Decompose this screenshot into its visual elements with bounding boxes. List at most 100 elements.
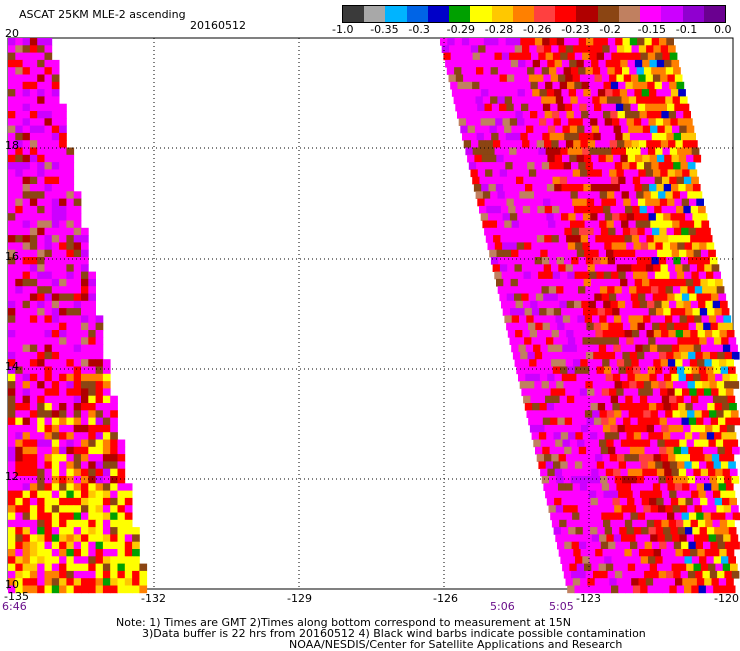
swath-cell <box>561 184 570 192</box>
swath-cell <box>88 271 96 280</box>
swath-cell <box>634 59 643 68</box>
swath-cell <box>500 235 509 243</box>
swath-cell <box>81 505 89 513</box>
swath-cell <box>583 497 591 506</box>
swath-cell <box>604 461 612 470</box>
swath-cell <box>632 81 641 90</box>
swath-cell <box>15 111 23 119</box>
swath-cell <box>73 563 82 572</box>
swath-cell <box>669 52 678 61</box>
swath-cell <box>585 476 594 484</box>
swath-cell <box>676 111 684 119</box>
swath-cell <box>29 227 38 236</box>
swath-cell <box>124 578 133 586</box>
swath-cell <box>657 439 666 448</box>
swath-cell <box>570 476 579 484</box>
swath-cell <box>732 512 740 521</box>
swath-cell <box>592 67 601 75</box>
swath-cell <box>513 132 521 141</box>
swath-cell <box>677 527 686 535</box>
swath-cell <box>15 439 23 448</box>
swath-cell <box>660 549 669 557</box>
swath-cell <box>481 59 490 68</box>
swath-cell <box>8 395 16 404</box>
swath-cell <box>88 424 96 433</box>
swath-cell <box>117 556 126 564</box>
swath-cell <box>723 410 732 418</box>
swath-cell <box>522 235 530 243</box>
swath-cell <box>542 351 550 360</box>
swath-cell <box>699 213 708 221</box>
colorbar-swatch <box>703 6 725 22</box>
colorbar-label: -1.0 <box>332 23 354 36</box>
swath-cell <box>15 191 23 199</box>
swath-cell <box>512 67 521 75</box>
swath-cell <box>676 519 684 528</box>
swath-cell <box>560 337 569 345</box>
swath-cell <box>612 527 620 535</box>
swath-cell <box>521 359 530 367</box>
swath-cell <box>503 154 512 163</box>
swath-cell <box>589 271 597 280</box>
swath-cell <box>566 549 574 557</box>
swath-cell <box>521 293 529 302</box>
swath-cell <box>8 38 16 46</box>
swath-cell <box>711 578 720 586</box>
swath-cell <box>132 527 140 535</box>
swath-cell <box>690 519 699 528</box>
swath-cell <box>22 45 31 53</box>
swath-cell <box>582 242 591 251</box>
swath-cell <box>688 227 697 236</box>
swath-cell <box>556 381 564 389</box>
swath-cell <box>117 446 126 455</box>
swath-cell <box>640 52 649 61</box>
swath-cell <box>702 446 711 455</box>
swath-cell <box>81 497 89 506</box>
swath-cell <box>527 227 536 236</box>
swath-cell <box>51 417 60 426</box>
swath-cell <box>644 257 652 265</box>
swath-cell <box>509 147 517 156</box>
swath-cell <box>659 417 668 426</box>
swath-cell <box>594 359 603 367</box>
swath-cell <box>616 578 625 586</box>
swath-cell <box>572 293 581 302</box>
lat-label-10: 10 <box>5 578 19 591</box>
swath-cell <box>667 198 675 207</box>
swath-cell <box>538 366 546 375</box>
swath-cell <box>581 81 590 90</box>
swath-cell <box>488 59 497 68</box>
swath-cell <box>543 359 552 367</box>
swath-cell <box>656 497 664 506</box>
swath-cell <box>557 388 566 397</box>
swath-cell <box>490 67 499 75</box>
swath-cell <box>577 410 586 418</box>
swath-cell <box>683 205 692 214</box>
swath-cell <box>711 359 720 367</box>
swath-cell <box>680 351 689 360</box>
swath-cell <box>88 351 96 360</box>
swath-cell <box>517 89 526 97</box>
swath-cell <box>601 322 609 331</box>
swath-cell <box>651 541 660 550</box>
swath-cell <box>539 184 548 192</box>
swath-cell <box>551 424 560 433</box>
swath-cell <box>497 286 506 294</box>
swath-cell <box>616 293 624 302</box>
swath-cell <box>615 38 623 46</box>
swath-cell <box>29 563 38 572</box>
colorbar-label: -0.29 <box>446 23 476 36</box>
swath-cell <box>88 344 96 353</box>
swath-cell <box>459 59 468 68</box>
swath-cell <box>574 585 583 594</box>
swath-cell <box>540 439 549 448</box>
swath-cell <box>667 512 675 521</box>
swath-cell <box>37 191 45 199</box>
swath-cell <box>44 205 53 214</box>
swath-cell <box>29 483 38 491</box>
swath-cell <box>659 446 667 455</box>
swath-cell <box>700 563 709 572</box>
swath-cell <box>610 205 619 214</box>
swath-cell <box>583 59 592 68</box>
swath-cell <box>674 322 682 331</box>
